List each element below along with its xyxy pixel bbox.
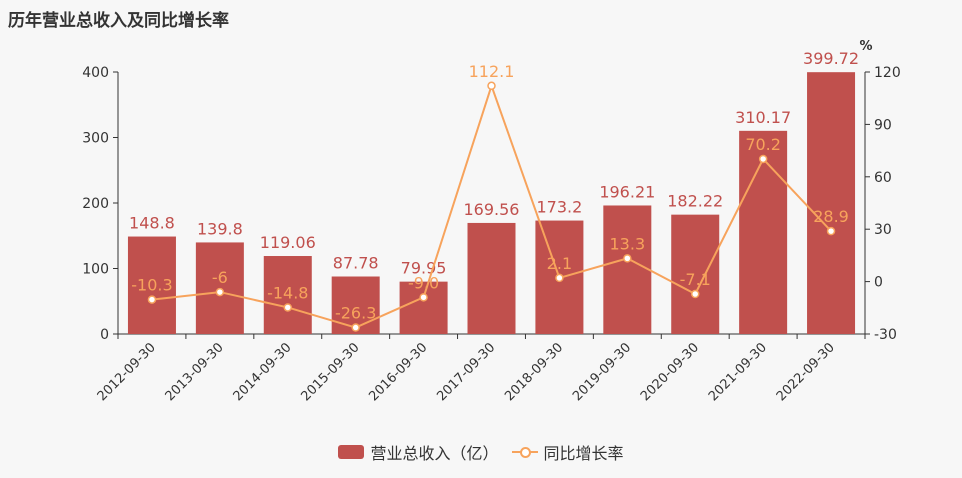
revenue-bar-label: 139.8 bbox=[197, 219, 243, 238]
growth-rate-label: -14.8 bbox=[267, 283, 308, 302]
growth-rate-label: 28.9 bbox=[813, 207, 849, 226]
growth-rate-label: -6 bbox=[212, 268, 228, 287]
growth-rate-point bbox=[690, 289, 700, 299]
growth-rate-label: -10.3 bbox=[131, 276, 172, 295]
revenue-bar bbox=[739, 130, 788, 334]
revenue-bar bbox=[807, 72, 856, 334]
revenue-bar bbox=[127, 236, 176, 334]
x-tick-label: 2013-09-30 bbox=[163, 340, 227, 404]
revenue-bar bbox=[263, 256, 312, 334]
x-tick-label: 2020-09-30 bbox=[638, 340, 702, 404]
growth-rate-label: 13.3 bbox=[610, 234, 646, 253]
legend-label-growth: 同比增长率 bbox=[543, 444, 624, 463]
right-y-tick-label: 90 bbox=[874, 117, 892, 133]
right-y-tick-label: 30 bbox=[874, 222, 892, 238]
x-tick-label: 2016-09-30 bbox=[366, 340, 430, 404]
right-y-tick-label: 0 bbox=[874, 275, 883, 291]
revenue-bar-label: 399.72 bbox=[803, 49, 859, 68]
growth-rate-point bbox=[826, 226, 836, 236]
revenue-bar-label: 310.17 bbox=[735, 108, 791, 127]
legend-label-revenue: 营业总收入（亿） bbox=[370, 444, 499, 463]
growth-rate-point bbox=[283, 303, 293, 312]
legend: 营业总收入（亿） 同比增长率 bbox=[0, 440, 962, 464]
revenue-bar bbox=[467, 222, 516, 334]
x-tick-label: 2021-09-30 bbox=[706, 340, 770, 404]
growth-rate-label: -26.3 bbox=[335, 304, 376, 323]
growth-rate-label: -9.0 bbox=[408, 273, 439, 292]
right-y-tick-label: 120 bbox=[874, 65, 901, 81]
x-tick-label: 2015-09-30 bbox=[298, 340, 362, 404]
left-y-tick-label: 200 bbox=[82, 196, 109, 212]
revenue-bar bbox=[603, 205, 652, 334]
x-tick-label: 2012-09-30 bbox=[95, 340, 159, 404]
x-tick-label: 2018-09-30 bbox=[502, 340, 566, 404]
growth-rate-point bbox=[623, 254, 632, 263]
chart-title: 历年营业总收入及同比增长率 bbox=[8, 11, 229, 31]
revenue-bar-label: 148.8 bbox=[129, 214, 175, 233]
x-tick-label: 2019-09-30 bbox=[570, 340, 634, 404]
revenue-bar-label: 87.78 bbox=[333, 254, 379, 273]
growth-rate-label: 112.1 bbox=[469, 62, 515, 81]
growth-rate-label: 70.2 bbox=[745, 135, 781, 154]
x-tick-label: 2017-09-30 bbox=[434, 340, 498, 404]
revenue-bar-label: 119.06 bbox=[260, 233, 316, 252]
growth-rate-point bbox=[487, 81, 496, 91]
growth-rate-point bbox=[351, 323, 360, 332]
revenue-bar-label: 173.2 bbox=[537, 198, 583, 217]
left-y-tick-label: 0 bbox=[100, 327, 109, 343]
x-tick-label: 2022-09-30 bbox=[774, 340, 838, 404]
revenue-bar bbox=[399, 281, 448, 334]
revenue-bar bbox=[671, 214, 720, 334]
left-y-tick-label: 400 bbox=[82, 65, 109, 81]
x-tick-label: 2014-09-30 bbox=[231, 340, 295, 404]
legend-item-revenue[interactable]: 营业总收入（亿） bbox=[338, 440, 498, 464]
legend-bar-swatch bbox=[338, 445, 365, 459]
right-y-unit-label: % bbox=[859, 39, 872, 54]
left-y-tick-label: 100 bbox=[82, 262, 109, 278]
growth-rate-point bbox=[147, 295, 157, 304]
growth-rate-label: 2.1 bbox=[547, 254, 572, 273]
revenue-bar-label: 182.22 bbox=[667, 192, 723, 211]
right-y-tick-label: -30 bbox=[874, 327, 897, 343]
right-y-tick-label: 60 bbox=[874, 170, 892, 186]
growth-rate-label: -7.1 bbox=[680, 270, 711, 289]
revenue-bar-label: 169.56 bbox=[464, 200, 520, 219]
growth-rate-point bbox=[419, 293, 428, 302]
revenue-bar-label: 196.21 bbox=[599, 182, 655, 201]
left-y-tick-label: 300 bbox=[82, 131, 109, 147]
legend-item-growth[interactable]: 同比增长率 bbox=[511, 440, 624, 464]
legend-line-swatch bbox=[511, 445, 538, 459]
growth-rate-point bbox=[758, 154, 768, 164]
growth-rate-point bbox=[215, 287, 225, 297]
growth-rate-point bbox=[555, 273, 564, 283]
